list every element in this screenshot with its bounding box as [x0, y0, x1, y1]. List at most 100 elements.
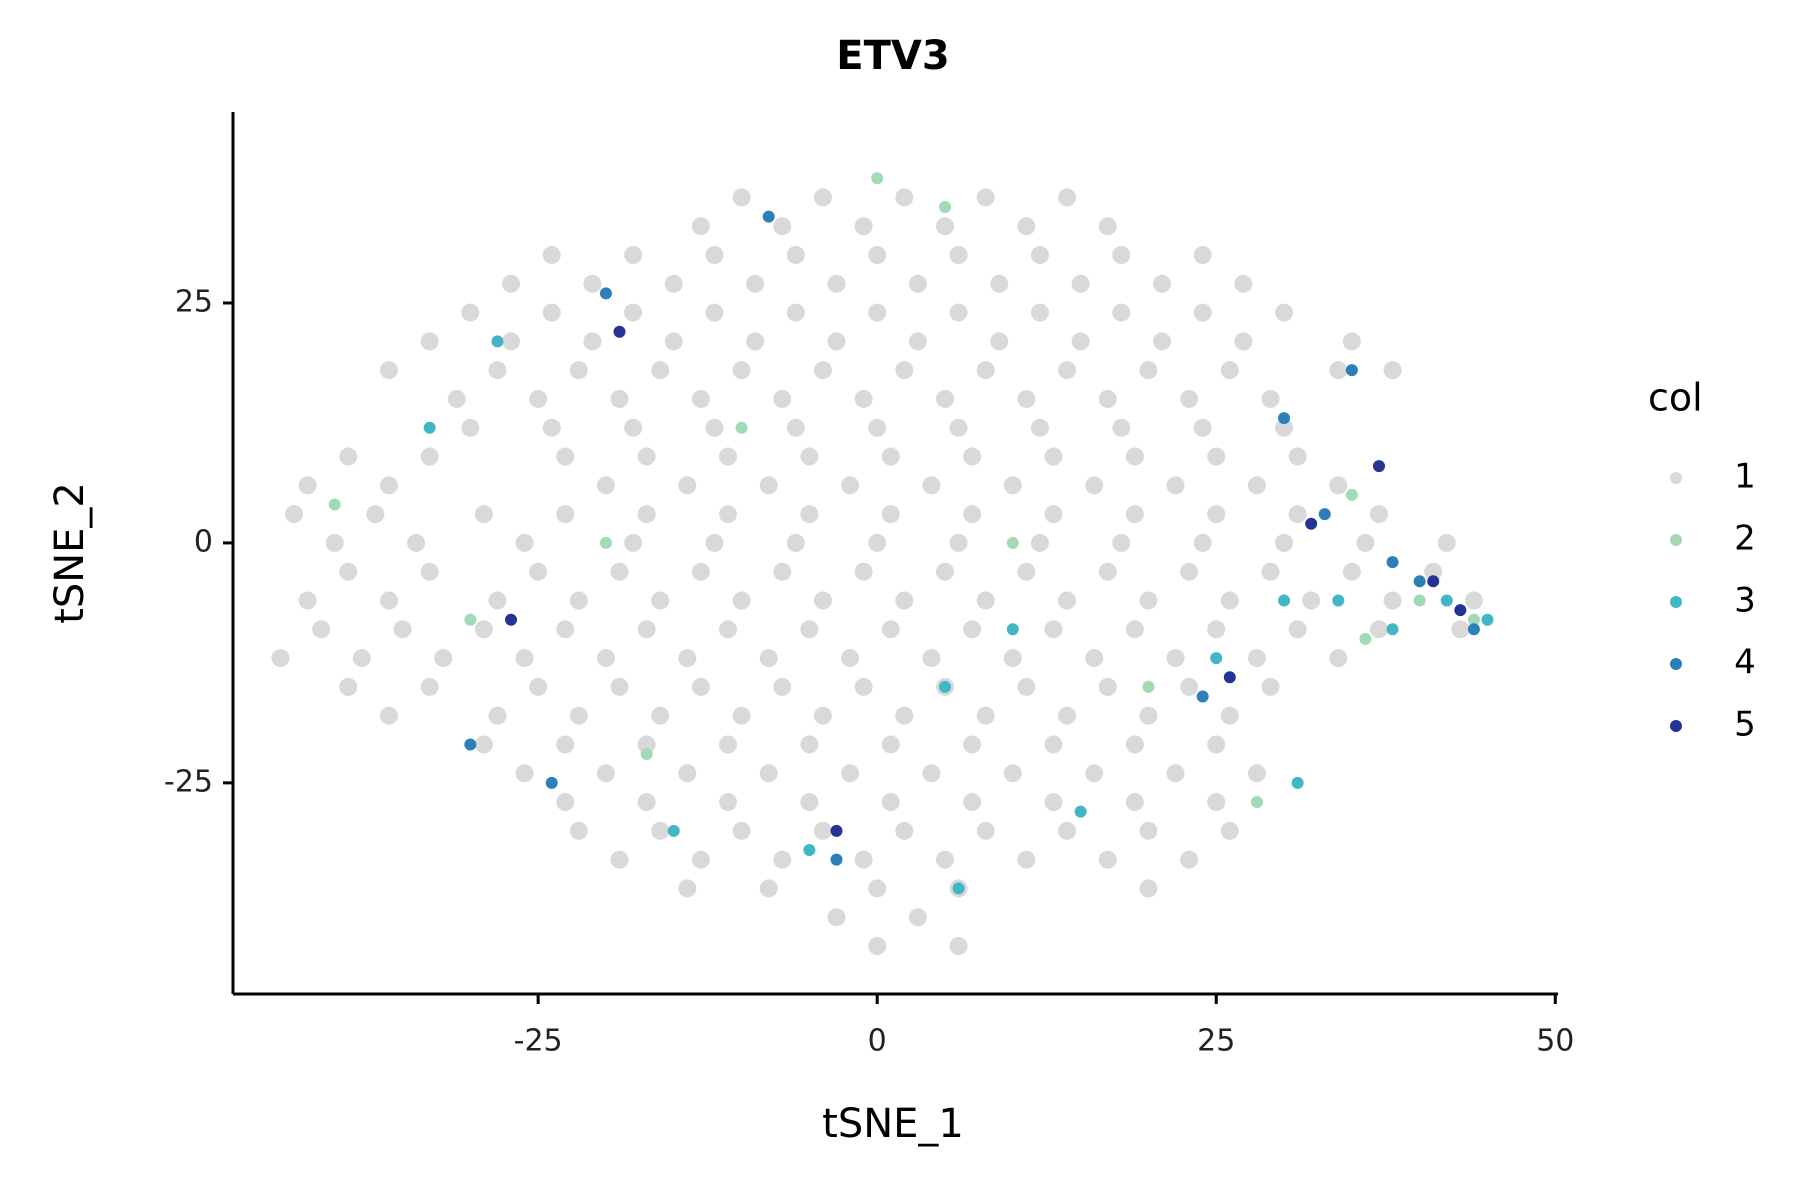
point [1278, 594, 1291, 607]
point [613, 325, 626, 338]
point [1017, 217, 1036, 236]
point [1261, 389, 1280, 408]
point [800, 793, 819, 812]
point [895, 361, 914, 380]
point [664, 332, 683, 351]
point [474, 735, 493, 754]
point [624, 303, 643, 322]
point [1332, 594, 1345, 607]
legend-marker [1670, 472, 1682, 484]
point [1098, 562, 1117, 581]
point [705, 303, 724, 322]
point [339, 677, 358, 696]
x-tick-label: 0 [868, 1024, 887, 1059]
legend-title: col [1648, 376, 1703, 420]
point [1085, 476, 1104, 495]
point [1275, 418, 1294, 437]
point [1152, 332, 1171, 351]
point [1220, 706, 1239, 725]
point [461, 303, 480, 322]
point [868, 246, 887, 265]
point [515, 649, 534, 668]
point [1302, 591, 1321, 610]
point [691, 217, 710, 236]
point [651, 821, 670, 840]
point [1261, 562, 1280, 581]
point [1139, 706, 1158, 725]
point [854, 217, 873, 236]
point [691, 562, 710, 581]
point [599, 536, 612, 549]
point [813, 821, 832, 840]
point [1139, 879, 1158, 898]
point [786, 418, 805, 437]
point [1278, 412, 1291, 425]
point [1207, 620, 1226, 639]
point [773, 217, 792, 236]
point [773, 389, 792, 408]
point [705, 418, 724, 437]
point [719, 735, 738, 754]
point [922, 764, 941, 783]
point [922, 476, 941, 495]
point [1383, 591, 1402, 610]
point [732, 361, 751, 380]
y-tick-label: -25 [164, 764, 213, 799]
point [936, 850, 955, 869]
point [759, 476, 778, 495]
point [1318, 508, 1331, 521]
point [854, 850, 873, 869]
point [691, 389, 710, 408]
point [678, 764, 697, 783]
point [1044, 505, 1063, 524]
point [1464, 591, 1483, 610]
point [637, 447, 656, 466]
point [637, 793, 656, 812]
point [881, 793, 900, 812]
point [735, 421, 748, 434]
point [542, 246, 561, 265]
point [379, 361, 398, 380]
point [732, 591, 751, 610]
point [1451, 620, 1470, 639]
legend-label: 4 [1734, 643, 1756, 683]
point [488, 361, 507, 380]
point [474, 505, 493, 524]
point [1006, 623, 1019, 636]
point [678, 879, 697, 898]
point [488, 591, 507, 610]
point [1427, 575, 1440, 588]
point [488, 706, 507, 725]
point [312, 620, 331, 639]
point [1234, 274, 1253, 293]
point [556, 735, 575, 754]
point [637, 505, 656, 524]
point [952, 882, 965, 895]
point [583, 332, 602, 351]
point [1166, 476, 1185, 495]
point [881, 447, 900, 466]
point [1329, 476, 1348, 495]
point [1275, 303, 1294, 322]
point [1058, 361, 1077, 380]
point [379, 591, 398, 610]
point [786, 246, 805, 265]
point [1386, 556, 1399, 569]
point [624, 418, 643, 437]
point [1369, 505, 1388, 524]
point [1372, 460, 1385, 473]
point [759, 764, 778, 783]
point [841, 649, 860, 668]
point [1207, 505, 1226, 524]
point [1017, 677, 1036, 696]
point [1386, 623, 1399, 636]
point [963, 447, 982, 466]
point [773, 562, 792, 581]
point [325, 533, 344, 552]
point [1125, 620, 1144, 639]
point [746, 274, 765, 293]
point [976, 706, 995, 725]
point [963, 505, 982, 524]
point [976, 361, 995, 380]
point [1112, 533, 1131, 552]
